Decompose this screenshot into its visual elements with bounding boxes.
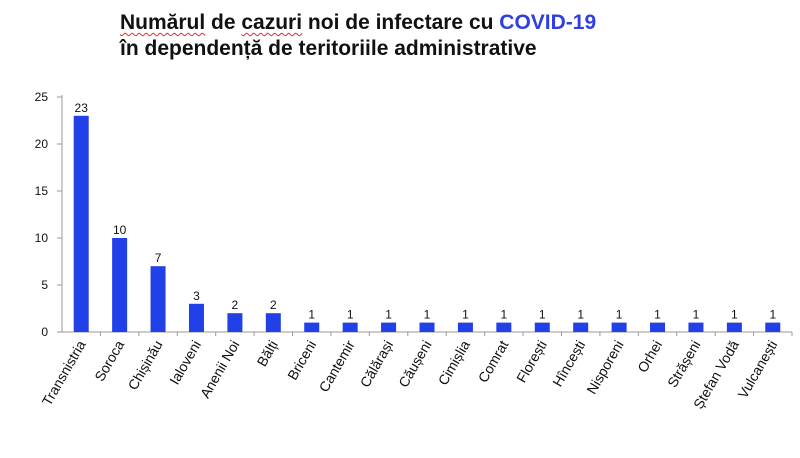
bar-value-label: 1 (308, 308, 315, 322)
bar-value-label: 1 (462, 308, 469, 322)
bar-value-label: 1 (654, 308, 661, 322)
bar (457, 322, 473, 332)
bar (726, 322, 742, 332)
y-tick-label: 0 (41, 325, 48, 339)
bar (534, 322, 550, 332)
y-tick-label: 10 (35, 231, 49, 245)
chart-title: Numărul de cazuri noi de infectare cu CO… (120, 10, 596, 62)
x-category-label: Florești (513, 338, 550, 386)
bar-value-label: 7 (155, 251, 162, 265)
bar (650, 322, 666, 332)
bar-value-label: 1 (424, 308, 431, 322)
x-category-label: Orhei (634, 338, 665, 376)
bar-value-label: 1 (500, 308, 507, 322)
bar (265, 313, 281, 332)
bar-value-label: 1 (347, 308, 354, 322)
y-tick-label: 20 (35, 137, 49, 151)
x-category-label: Vulcanești (734, 338, 780, 401)
x-category-label: Cantemir (316, 337, 358, 394)
bar (112, 238, 128, 332)
bar-value-label: 1 (731, 308, 738, 322)
x-category-label: Comrat (475, 337, 512, 385)
bar (419, 322, 435, 332)
x-category-label: Transnistria (39, 337, 89, 408)
title-accent-covid: COVID-19 (499, 11, 597, 34)
x-category-label: Briceni (284, 338, 319, 383)
bar (304, 322, 320, 332)
x-category-label: Chișinău (125, 338, 166, 393)
x-category-label: Călărași (357, 338, 397, 390)
title-line-2: în dependență de teritoriile administrat… (120, 37, 537, 60)
bar-value-label: 1 (385, 308, 392, 322)
x-category-label: Cimișlia (435, 337, 473, 388)
chart-data-labels: 23 10 7 3 2 2 1 1 1 1 1 1 1 1 1 1 1 1 1 (75, 101, 777, 322)
bar (227, 313, 243, 332)
x-category-label: Hîncești (549, 338, 588, 390)
x-category-label: Anenii Noi (197, 338, 243, 401)
bar (611, 322, 627, 332)
x-category-label: Căușeni (395, 338, 435, 390)
bar-value-label: 2 (232, 298, 239, 312)
chart-bars (73, 115, 781, 332)
bar (73, 115, 89, 332)
bar-value-label: 3 (193, 289, 200, 303)
title-text-de: de (205, 11, 242, 34)
title-word-numarul: Numărul (120, 11, 206, 34)
x-category-label: Strășeni (664, 338, 704, 390)
bar (342, 322, 358, 332)
bar-value-label: 10 (113, 223, 127, 237)
bar-value-label: 1 (539, 308, 546, 322)
bar (688, 322, 704, 332)
bar (150, 266, 166, 332)
x-category-label: Nisporeni (583, 338, 626, 397)
x-category-label: Bălți (253, 338, 280, 370)
title-text-rest: noi de infectare cu (302, 11, 500, 34)
bar-value-label: 1 (769, 308, 776, 322)
y-tick-label: 25 (35, 90, 49, 104)
title-word-cazuri: cazuri (241, 11, 303, 34)
bar-value-label: 2 (270, 298, 277, 312)
bar (381, 322, 397, 332)
bar (765, 322, 781, 332)
y-tick-label: 5 (41, 278, 48, 292)
x-category-label: Soroca (91, 337, 127, 384)
bar-value-label: 1 (577, 308, 584, 322)
bar-value-label: 23 (75, 101, 89, 115)
bar (573, 322, 589, 332)
chart-axes: 0 5 10 15 20 25 (35, 90, 793, 339)
y-tick-label: 15 (35, 184, 49, 198)
x-category-label: Ialoveni (166, 338, 204, 388)
bar-value-label: 1 (616, 308, 623, 322)
bar-value-label: 1 (693, 308, 700, 322)
bar (496, 322, 512, 332)
title-line-1: Numărul de cazuri noi de infectare cu CO… (120, 10, 596, 36)
bar (188, 303, 204, 332)
